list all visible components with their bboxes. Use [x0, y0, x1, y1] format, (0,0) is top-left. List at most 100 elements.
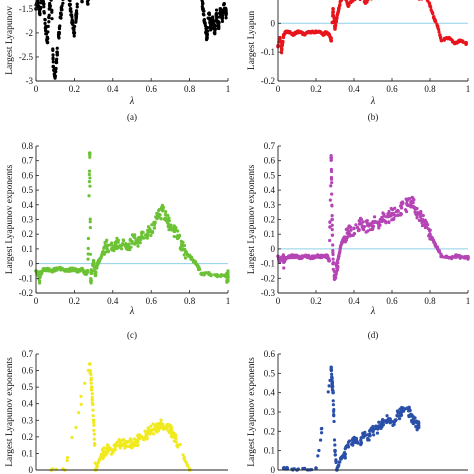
data-point: [70, 15, 74, 19]
chart-panel-b: -0.2 -0.1 0 0 0.2 0.4 0.6 0.8 1 Largest Lyapun λ (b…: [247, 0, 470, 122]
data-point: [288, 254, 292, 258]
data-point: [303, 466, 307, 470]
data-point: [307, 255, 311, 259]
data-point: [361, 220, 365, 224]
data-point: [51, 53, 55, 57]
data-point: [330, 372, 334, 376]
data-point: [401, 409, 405, 413]
y-tick-label: 0.6: [22, 170, 34, 180]
panel-caption: (b): [368, 112, 379, 122]
data-point: [433, 241, 437, 245]
data-point: [396, 213, 400, 217]
data-point: [79, 394, 83, 398]
data-point: [40, 271, 44, 275]
data-point: [200, 0, 204, 3]
data-point: [371, 224, 376, 228]
data-point: [69, 269, 73, 273]
data-point: [359, 441, 363, 446]
y-axis-label: Largest Lyapunov exponents: [5, 164, 15, 274]
y-tick-label: 0.7: [264, 141, 276, 151]
data-point: [136, 241, 140, 245]
data-point: [278, 36, 282, 41]
data-point: [182, 455, 186, 460]
data-point: [429, 235, 433, 239]
data-point: [45, 40, 50, 45]
data-point: [55, 46, 59, 50]
data-point: [358, 216, 363, 220]
data-point: [91, 408, 95, 412]
data-point: [329, 177, 334, 181]
data-point: [181, 248, 185, 252]
data-point: [126, 440, 130, 444]
data-point: [291, 33, 295, 37]
data-point: [37, 279, 42, 283]
data-point: [343, 0, 347, 1]
data-point: [316, 454, 320, 458]
data-point: [53, 74, 57, 78]
data-point: [372, 433, 376, 437]
data-point: [340, 455, 345, 459]
data-point: [159, 421, 163, 425]
data-point: [328, 198, 332, 202]
data-point: [207, 11, 211, 15]
data-point: [152, 432, 156, 436]
data-point: [330, 217, 334, 222]
data-point: [332, 414, 336, 418]
data-point: [349, 228, 353, 232]
data-point: [319, 431, 324, 435]
data-point: [405, 199, 409, 203]
data-point: [332, 14, 336, 18]
y-tick-label: -0.1: [261, 47, 275, 57]
data-point: [415, 216, 419, 220]
data-point: [355, 225, 360, 229]
data-point: [79, 402, 83, 407]
chart-panel-d: -0.3 -0.2 -0.1 0 0.1 0.2 0.3 0.4 0.5 0.6 0.7 0 0.2 0.…: [247, 141, 470, 340]
data-point: [437, 30, 441, 34]
data-point: [418, 215, 423, 219]
data-point: [41, 0, 45, 2]
data-point: [201, 9, 205, 13]
y-tick-label: 0.5: [264, 368, 276, 378]
data-point: [90, 398, 94, 402]
data-point: [395, 414, 400, 418]
data-point: [87, 194, 91, 198]
data-point: [111, 450, 115, 454]
data-point: [75, 5, 79, 9]
data-point: [329, 39, 333, 43]
data-point: [331, 251, 335, 255]
data-point: [197, 268, 201, 272]
data-point: [226, 269, 230, 273]
data-point: [399, 211, 403, 216]
data-point: [61, 1, 65, 5]
chart-panel-f: 0 0.1 0.2 0.3 0.4 0.5 0.6 Largest Lyapunov expo…: [247, 349, 468, 474]
y-tick-label: 0.8: [22, 141, 34, 151]
data-point: [335, 15, 339, 20]
data-point: [90, 402, 95, 406]
data-point: [157, 208, 161, 212]
data-point: [365, 0, 370, 2]
data-point: [166, 213, 170, 217]
data-point: [382, 212, 386, 216]
data-point: [329, 155, 334, 160]
data-point: [74, 425, 78, 430]
data-point: [94, 270, 98, 275]
x-tick-label: 1: [226, 296, 231, 306]
data-point: [430, 10, 435, 14]
data-series: [276, 0, 468, 55]
data-point: [171, 430, 175, 435]
data-point: [458, 256, 462, 260]
data-point: [358, 0, 362, 2]
data-point: [88, 217, 92, 221]
data-point: [130, 233, 135, 237]
data-point: [205, 26, 210, 30]
data-point: [407, 405, 411, 409]
data-point: [364, 230, 368, 234]
y-tick-label: 0.2: [264, 426, 275, 436]
y-tick-label: 0.4: [22, 200, 34, 210]
data-point: [51, 47, 55, 51]
data-point: [160, 425, 164, 429]
data-point: [130, 239, 134, 244]
data-point: [331, 257, 335, 261]
data-point: [387, 220, 391, 224]
data-point: [331, 403, 336, 407]
